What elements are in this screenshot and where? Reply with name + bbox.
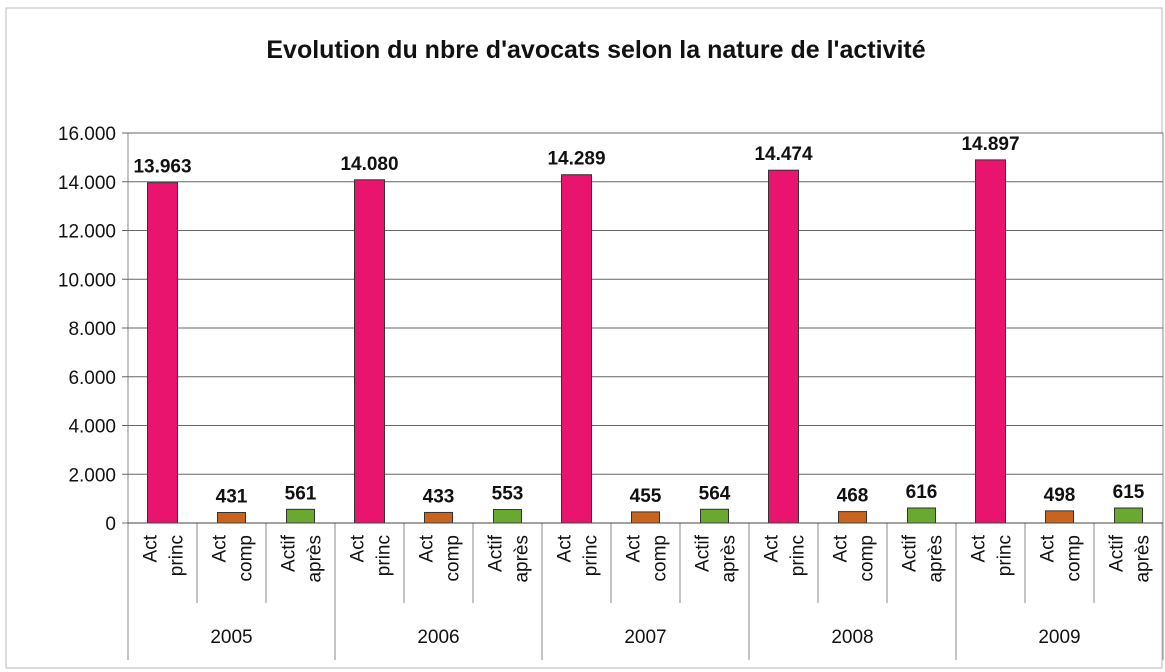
x-group-label: 2007 <box>624 627 666 648</box>
x-sub-label: comp <box>857 535 878 581</box>
bar <box>424 511 453 524</box>
bar <box>700 508 729 524</box>
x-sub-label: comp <box>443 535 464 581</box>
bar <box>217 511 246 524</box>
x-sub-label: Actif <box>693 534 714 572</box>
bar <box>975 159 1006 524</box>
data-label: 431 <box>216 486 248 507</box>
y-tick-label: 14.000 <box>58 173 116 194</box>
x-sub-label: après <box>1133 535 1154 583</box>
x-sub-label: Act <box>555 534 576 562</box>
chart-title: Evolution du nbre d'avocats selon la nat… <box>266 36 925 64</box>
y-tick-label: 12.000 <box>58 222 116 243</box>
data-label: 498 <box>1044 485 1076 506</box>
data-label: 14.289 <box>547 149 605 170</box>
data-label: 14.474 <box>754 144 813 165</box>
data-label: 455 <box>630 486 662 507</box>
x-sub-label: après <box>926 535 947 583</box>
x-sub-label: Act <box>969 534 990 562</box>
x-sub-label: Act <box>417 534 438 562</box>
x-group-label: 2008 <box>831 627 873 648</box>
x-sub-label: Actif <box>1107 534 1128 572</box>
y-tick-label: 8.000 <box>68 319 116 340</box>
x-group-label: 2005 <box>210 627 252 648</box>
x-sub-label: Act <box>624 534 645 562</box>
x-sub-label: princ <box>374 535 395 576</box>
data-label: 13.963 <box>133 157 191 178</box>
x-sub-label: comp <box>650 535 671 581</box>
bar <box>286 508 315 524</box>
x-sub-label: après <box>719 535 740 583</box>
x-sub-label: Act <box>348 534 369 562</box>
x-sub-label: Act <box>210 534 231 562</box>
x-sub-label: Act <box>1038 534 1059 562</box>
y-tick-label: 10.000 <box>58 270 116 291</box>
data-label: 564 <box>699 483 731 504</box>
x-sub-label: Actif <box>900 534 921 572</box>
y-tick-label: 16.000 <box>58 124 116 145</box>
x-sub-label: princ <box>788 535 809 576</box>
x-sub-label: Act <box>831 534 852 562</box>
bar <box>838 511 867 524</box>
x-sub-label: Act <box>762 534 783 562</box>
x-sub-label: Act <box>141 534 162 562</box>
data-label: 14.080 <box>340 154 398 175</box>
x-sub-label: après <box>305 535 326 583</box>
x-sub-label: princ <box>995 535 1016 576</box>
data-label: 553 <box>492 484 524 505</box>
bar <box>561 174 592 524</box>
data-label: 468 <box>837 486 869 507</box>
bar <box>147 182 178 524</box>
y-tick-label: 6.000 <box>68 368 116 389</box>
bar <box>493 509 522 524</box>
x-sub-label: princ <box>581 535 602 576</box>
data-label: 14.897 <box>961 134 1019 155</box>
data-label: 616 <box>906 482 938 503</box>
bar <box>631 511 660 524</box>
x-sub-label: après <box>512 535 533 583</box>
bar <box>1045 510 1074 524</box>
data-label: 433 <box>423 486 455 507</box>
data-label: 561 <box>285 483 317 504</box>
data-label: 615 <box>1113 482 1145 503</box>
bar <box>907 507 936 524</box>
x-sub-label: comp <box>236 535 257 581</box>
x-sub-label: princ <box>167 535 188 576</box>
x-sub-label: Actif <box>279 534 300 572</box>
bar <box>1114 507 1143 524</box>
x-group-label: 2009 <box>1038 627 1080 648</box>
bar <box>768 169 799 524</box>
x-sub-label: Actif <box>486 534 507 572</box>
bar <box>354 179 385 524</box>
x-group-label: 2006 <box>417 627 459 648</box>
y-tick-label: 2.000 <box>68 465 116 486</box>
y-tick-label: 0 <box>105 514 116 535</box>
y-tick-label: 4.000 <box>68 417 116 438</box>
x-sub-label: comp <box>1064 535 1085 581</box>
